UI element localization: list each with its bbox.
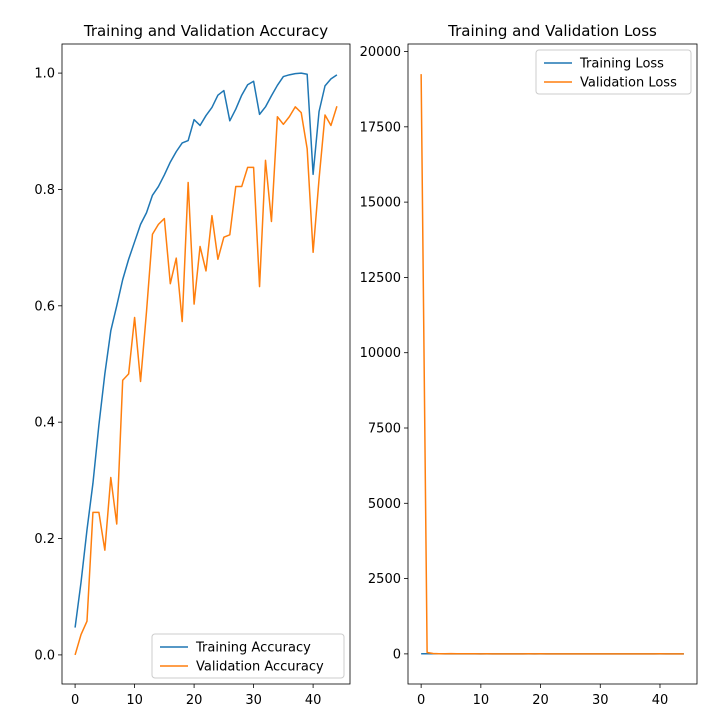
y-tick-label: 20000 <box>360 45 401 60</box>
y-tick-label: 12500 <box>360 271 401 286</box>
y-tick-label: 0 <box>393 647 401 662</box>
accuracy-panel: Training and Validation Accuracy 0 10 20 30 4… <box>34 22 351 708</box>
chart-title: Training and Validation Accuracy <box>83 22 328 40</box>
y-tick-label: 17500 <box>360 120 401 135</box>
y-tick-label: 2500 <box>368 572 401 587</box>
x-tick-label: 40 <box>652 693 669 708</box>
x-tick-label: 20 <box>532 693 549 708</box>
legend-label: Validation Loss <box>580 76 677 91</box>
legend: Training Accuracy Validation Accuracy <box>151 633 345 679</box>
y-tick-label: 0.4 <box>34 416 55 431</box>
x-tick-label: 20 <box>186 693 203 708</box>
x-tick-label: 10 <box>473 693 490 708</box>
chart-title: Training and Validation Loss <box>447 22 657 40</box>
series-line-training-accuracy <box>74 72 338 628</box>
y-tick-label: 0.6 <box>34 299 55 314</box>
legend: Training Loss Validation Loss <box>535 49 692 95</box>
y-tick-label: 0.8 <box>34 183 55 198</box>
y-tick-label: 0.0 <box>34 648 55 663</box>
y-tick-label: 5000 <box>368 497 401 512</box>
y-tick-label: 10000 <box>360 346 401 361</box>
x-tick-label: 10 <box>126 693 143 708</box>
legend-label: Validation Accuracy <box>196 660 324 675</box>
x-tick-label: 0 <box>417 693 425 708</box>
y-tick-label: 0.2 <box>34 532 55 547</box>
x-tick-label: 0 <box>71 693 79 708</box>
legend-label: Training Loss <box>579 57 664 72</box>
plot-frame <box>61 43 351 685</box>
y-tick-label: 1.0 <box>34 67 55 82</box>
x-tick-label: 30 <box>245 693 262 708</box>
series-line-validation-accuracy <box>74 106 338 656</box>
loss-panel: Training and Validation Loss 0 10 20 30 40 0 25… <box>360 22 698 708</box>
legend-box <box>151 633 345 679</box>
series-line-validation-loss <box>420 74 684 655</box>
y-tick-label: 7500 <box>368 422 401 437</box>
x-tick-label: 40 <box>305 693 322 708</box>
legend-box <box>535 49 692 95</box>
x-tick-label: 30 <box>592 693 609 708</box>
legend-label: Training Accuracy <box>195 641 311 656</box>
y-tick-label: 15000 <box>360 196 401 211</box>
plot-frame <box>407 43 698 685</box>
